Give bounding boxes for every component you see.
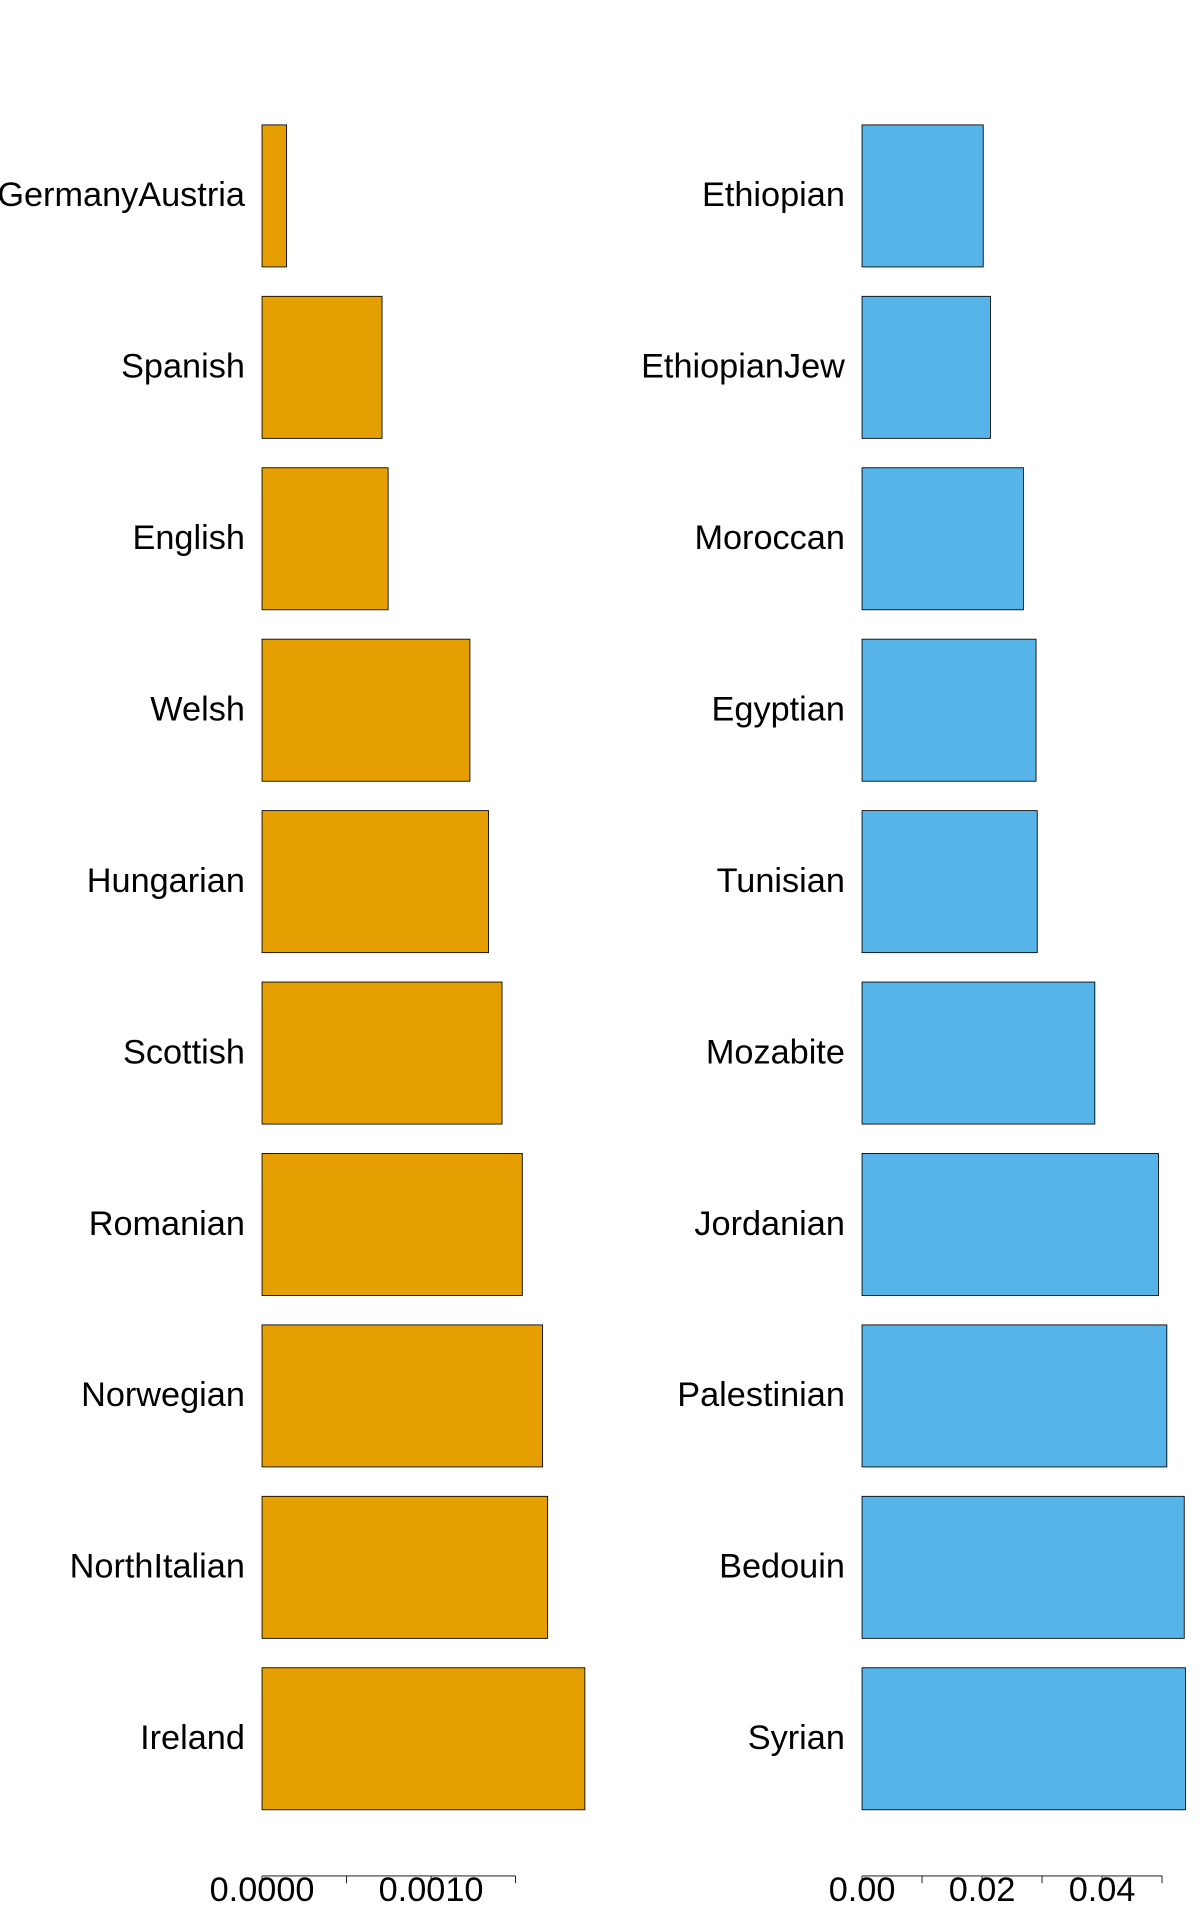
x-tick-label: 0.00 [829, 1871, 896, 1909]
category-label: GermanyAustria [0, 176, 246, 214]
bar [861, 638, 1037, 782]
bar [261, 1667, 586, 1811]
category-label: Welsh [150, 690, 245, 728]
category-label: Romanian [89, 1205, 245, 1243]
category-label: Egyptian [712, 690, 845, 728]
bar [261, 1495, 549, 1639]
bar [861, 1495, 1185, 1639]
bar [861, 467, 1024, 611]
bar [861, 1153, 1159, 1296]
x-tick-label: 0.0000 [210, 1871, 315, 1909]
category-label: Tunisian [717, 862, 845, 900]
bar [861, 1324, 1168, 1468]
category-label: Scottish [123, 1033, 245, 1071]
category-label: Bedouin [719, 1548, 845, 1586]
bar [261, 124, 287, 268]
bar [261, 295, 383, 439]
category-label: NorthItalian [70, 1548, 245, 1586]
bar [261, 638, 471, 782]
bar [261, 981, 503, 1125]
category-label: EthiopianJew [641, 348, 845, 386]
bar [261, 810, 489, 954]
bar [861, 124, 984, 268]
category-label: Mozabite [706, 1033, 845, 1071]
bar [261, 1153, 523, 1296]
bar [861, 1667, 1186, 1811]
category-label: Jordanian [694, 1205, 845, 1243]
category-label: Syrian [748, 1719, 845, 1757]
bar [261, 467, 389, 611]
category-label: Moroccan [694, 519, 844, 557]
category-label: Hungarian [87, 862, 245, 900]
category-label: Palestinian [677, 1376, 845, 1414]
category-label: Ethiopian [702, 176, 845, 214]
bar [861, 810, 1038, 954]
bar [861, 981, 1096, 1125]
x-tick-label: 0.04 [1069, 1871, 1136, 1909]
category-label: Ireland [140, 1719, 245, 1757]
bar [261, 1324, 544, 1468]
category-label: Spanish [121, 348, 245, 386]
category-label: Norwegian [81, 1376, 245, 1414]
x-tick-label: 0.02 [949, 1871, 1016, 1909]
x-tick-label: 0.0010 [379, 1871, 484, 1909]
category-label: English [133, 519, 245, 557]
bar [861, 295, 991, 439]
